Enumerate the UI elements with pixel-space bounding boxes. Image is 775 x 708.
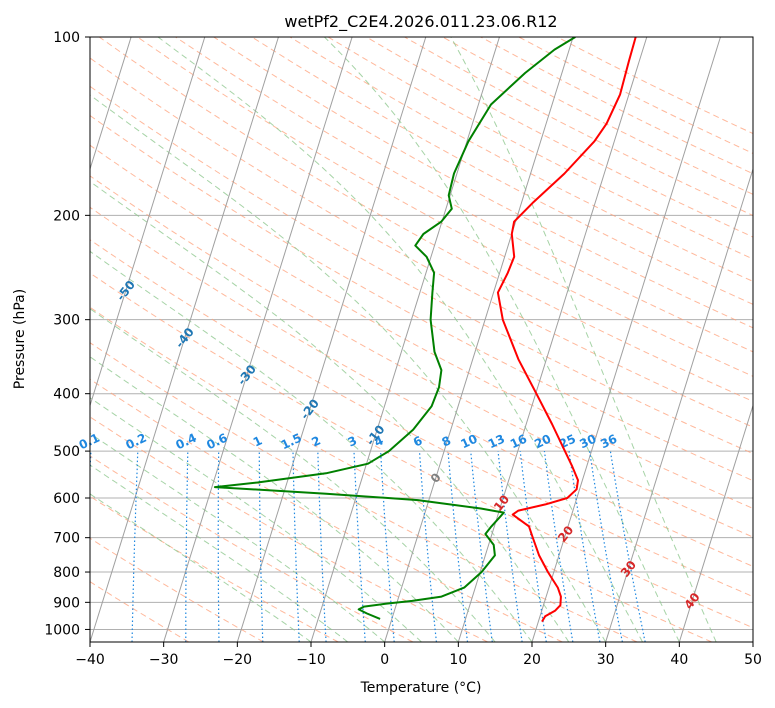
isotherm-line (531, 37, 721, 642)
dry-adiabat-line (90, 537, 264, 642)
moist-adiabat-line (90, 464, 349, 642)
y-tick-label: 900 (53, 595, 80, 611)
moist-adiabat-line (90, 308, 496, 642)
isotherm-line (163, 37, 353, 642)
x-tick-label: −10 (296, 652, 326, 668)
x-tick-label: −30 (149, 652, 179, 668)
y-tick-label: 600 (53, 491, 80, 507)
mixing-ratio-line (609, 451, 646, 642)
mixing-ratio-line (470, 451, 493, 642)
isotherm-line (236, 37, 427, 642)
mixing-ratio-label: 30 (577, 432, 598, 452)
moist-adiabat-line (90, 180, 570, 642)
profile-lines (213, 37, 637, 623)
dry-adiabat-line (251, 37, 753, 305)
x-tick-label: 40 (670, 652, 688, 668)
y-tick-label: 700 (53, 531, 80, 547)
isotherm-line (90, 37, 206, 408)
moist-adiabat-line (90, 94, 607, 642)
x-tick-label: 30 (597, 652, 615, 668)
moist-adiabat-line (90, 432, 386, 642)
mixing-ratio-label: 10 (458, 432, 479, 452)
dry-adiabat-line (90, 581, 190, 642)
mixing-ratio-line (380, 451, 395, 642)
dry-adiabat-line (90, 175, 753, 538)
y-tick-label: 200 (53, 208, 80, 224)
isotherm-line (90, 37, 279, 642)
isotherm-line (678, 403, 753, 642)
mixing-ratio-label: 36 (598, 432, 619, 452)
moist-adiabat-line (157, 37, 643, 642)
isotherm-line (310, 37, 500, 642)
dry-adiabat-line (90, 57, 753, 428)
mixing-ratio-label: 16 (508, 432, 529, 452)
mixing-ratio-label: 13 (486, 432, 507, 452)
mixing-ratio-label: 20 (532, 432, 553, 452)
x-axis-label: Temperature (°C) (360, 680, 482, 696)
moist-adiabat-line (450, 37, 717, 642)
axes: −40 −30 −20 −10 0 10 20 30 40 50 100 200 300 400 500 60… (44, 30, 762, 668)
plot-frame (89, 36, 754, 643)
mixing-ratio-line (497, 451, 523, 642)
x-tick-label: −20 (223, 652, 253, 668)
temperature-profile-line (496, 37, 637, 623)
chart-title: wetPf2_C2E4.2026.011.23.06.R12 (284, 12, 557, 32)
y-tick-label: 500 (53, 444, 80, 460)
dry-adiabat-line (213, 37, 753, 329)
isotherm-line (384, 37, 574, 642)
mixing-ratio-line (447, 451, 469, 642)
dry-adiabat-line (90, 272, 753, 629)
x-tick-label: 10 (449, 652, 467, 668)
y-axis-label: Pressure (hPa) (12, 289, 28, 389)
mixing-ratio-line (519, 451, 547, 642)
mixing-ratio-line (418, 451, 437, 642)
y-tick-label: 1000 (44, 622, 80, 638)
x-tick-label: 50 (744, 652, 762, 668)
y-tick-label: 300 (53, 313, 80, 329)
dry-adiabat-line (90, 416, 488, 642)
mixing-ratio-line (543, 451, 574, 642)
dry-adiabat-line (90, 306, 712, 642)
dry-adiabat-line (98, 37, 753, 402)
y-tick-label: 400 (53, 387, 80, 403)
dry-adiabat-line (90, 378, 563, 642)
dewpoint-profile-line (213, 37, 576, 620)
dry-adiabat-line (90, 114, 753, 482)
dry-adiabat-line (90, 144, 753, 510)
moist-adiabat-line (90, 250, 533, 642)
x-tick-label: −40 (75, 652, 105, 668)
x-tick-label: 20 (523, 652, 541, 668)
y-tick-label: 800 (53, 565, 80, 581)
y-tick-label: 100 (53, 30, 80, 46)
isotherm-line (90, 37, 132, 171)
x-tick-label: 0 (380, 652, 389, 668)
isotherm-line (605, 167, 753, 642)
